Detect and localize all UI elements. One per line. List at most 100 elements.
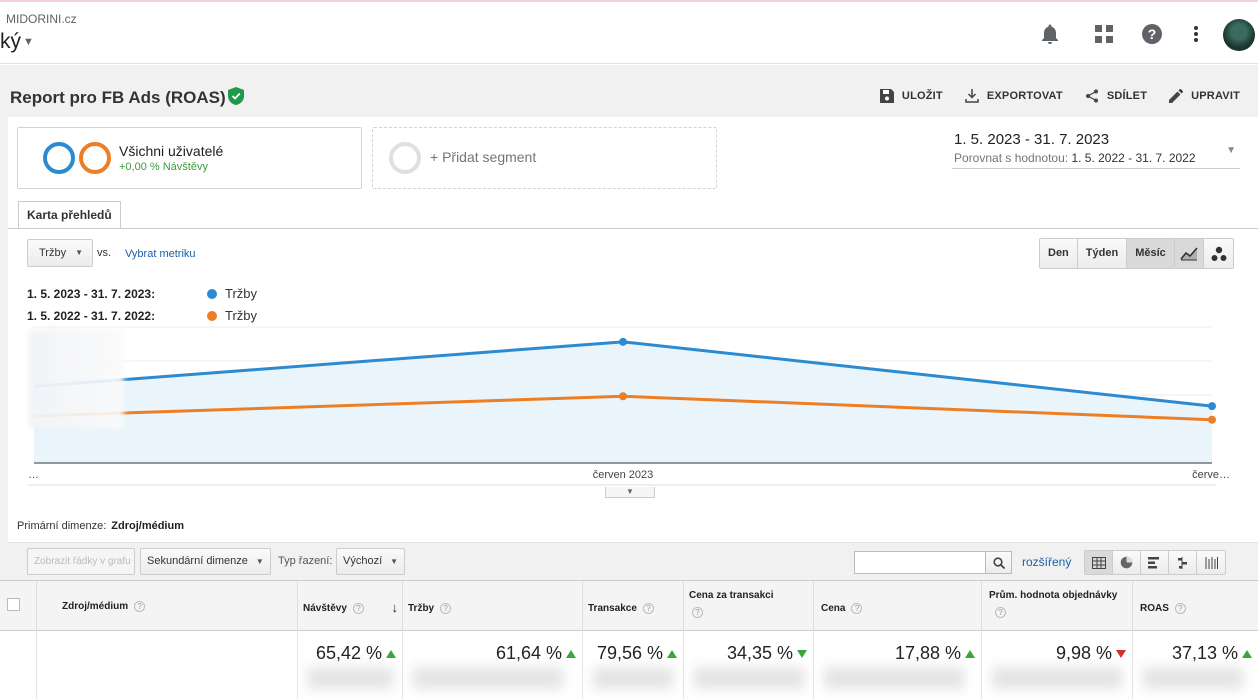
segment-circle-orange — [79, 142, 111, 174]
line-chart-icon[interactable] — [1175, 239, 1204, 268]
share-label: SDÍLET — [1106, 90, 1148, 102]
secondary-dimension-select[interactable]: Sekundární dimenze ▼ — [140, 548, 271, 575]
column-header-sessions[interactable]: Návštěvy? ↓ — [298, 581, 403, 631]
redacted-value — [694, 667, 804, 689]
help-icon[interactable]: ? — [851, 603, 863, 614]
x-tick-label-0: … — [28, 469, 39, 481]
select-all-cell — [0, 581, 37, 631]
chevron-down-icon: ▼ — [390, 557, 399, 566]
column-label: Návštěvy — [303, 603, 347, 615]
table-view-icon[interactable] — [1085, 551, 1113, 574]
bell-icon[interactable] — [1038, 22, 1062, 46]
redacted-value — [824, 667, 964, 689]
granularity-day[interactable]: Den — [1040, 239, 1078, 268]
sort-arrow-icon: ↓ — [391, 600, 399, 615]
metric-select[interactable]: Tržby ▼ — [27, 239, 93, 267]
report-panel: Všichni uživatelé +0,00 % Návštěvy + Při… — [0, 117, 1258, 699]
help-icon[interactable]: ? — [995, 607, 1006, 618]
legend-range-current: 1. 5. 2023 - 31. 7. 2023: — [27, 287, 156, 301]
help-icon[interactable]: ? — [352, 603, 364, 614]
column-header-cost[interactable]: Cena? — [814, 581, 982, 631]
share-button[interactable]: SDÍLET — [1085, 89, 1147, 103]
help-icon[interactable]: ? — [440, 603, 452, 614]
revenue-total-cell: 61,64 % — [403, 631, 583, 699]
date-range-picker[interactable]: 1. 5. 2023 - 31. 7. 2023 Porovnat s hodn… — [952, 131, 1240, 169]
trend-up-icon — [566, 649, 576, 658]
chevron-down-icon: ▼ — [75, 248, 83, 257]
column-header-avg-order-value[interactable]: Prům. hodnota objednávky ? — [982, 581, 1133, 631]
primary-dimension-label: Primární dimenze: — [17, 520, 107, 532]
revenue-total: 61,64 % — [495, 643, 562, 663]
segment-circle-empty — [389, 142, 421, 174]
granularity-month[interactable]: Měsíc — [1127, 239, 1174, 268]
help-icon[interactable]: ? — [1174, 603, 1186, 614]
column-header-transactions[interactable]: Transakce? — [583, 581, 684, 631]
series-point-1-2 — [1208, 415, 1216, 424]
chevron-down-icon: ▼ — [255, 557, 264, 566]
transactions-total-cell: 79,56 % — [583, 631, 684, 699]
help-icon[interactable]: ? — [134, 601, 146, 612]
add-segment-button[interactable]: + Přidat segment — [372, 127, 717, 189]
compare-value: 1. 5. 2022 - 31. 7. 2022 — [1071, 151, 1196, 165]
comparison-view-icon[interactable] — [1169, 551, 1197, 574]
trend-up-icon — [386, 649, 396, 658]
trend-down-bad-icon — [1116, 649, 1126, 658]
sort-type-select[interactable]: Výchozí ▼ — [336, 548, 406, 575]
redacted-value — [1143, 667, 1243, 689]
motion-chart-icon[interactable] — [1204, 239, 1233, 268]
compare-label: Porovnat s hodnotou: — [954, 151, 1069, 165]
granularity-week[interactable]: Týden — [1077, 239, 1128, 268]
bar-view-icon[interactable] — [1141, 551, 1169, 574]
download-icon — [965, 89, 979, 103]
view-selector[interactable]: ký ▼ — [0, 30, 34, 54]
segment-name: Všichni uživatelé — [119, 143, 224, 159]
sort-type-value: Výchozí — [343, 555, 383, 567]
select-all-checkbox[interactable] — [7, 598, 20, 611]
avg-order-value-total-cell: 9,98 % — [982, 631, 1133, 699]
table-header: Zdroj/médium? Návštěvy? ↓ Tržby? Transak… — [0, 580, 1258, 631]
series-point-1-1 — [619, 392, 627, 401]
add-segment-label: + Přidat segment — [430, 149, 537, 165]
help-icon[interactable]: ? — [642, 603, 654, 614]
more-vert-icon[interactable] — [1184, 22, 1208, 46]
help-icon[interactable]: ? — [1140, 22, 1164, 46]
redacted-value — [992, 667, 1122, 689]
legend-label-current: Tržby — [225, 286, 258, 301]
source-medium-cell — [37, 631, 298, 699]
edit-button[interactable]: UPRAVIT — [1169, 89, 1240, 103]
save-button[interactable]: ULOŽIT — [879, 89, 943, 103]
date-range-main: 1. 5. 2023 - 31. 7. 2023 — [954, 131, 1110, 148]
advanced-filter-link[interactable]: rozšířený — [1022, 555, 1072, 569]
export-button[interactable]: EXPORTOVAT — [965, 89, 1063, 103]
chart-type-toggle — [1174, 238, 1234, 269]
top-bar: MIDORINI.cz ký ▼ ? — [0, 0, 1258, 64]
segment-stat: +0,00 % Návštěvy — [119, 161, 208, 173]
pivot-view-icon[interactable] — [1197, 551, 1225, 574]
help-icon[interactable]: ? — [692, 607, 703, 618]
tab-overview[interactable]: Karta přehledů — [18, 201, 121, 229]
date-range-compare: Porovnat s hodnotou: 1. 5. 2022 - 31. 7.… — [954, 151, 1196, 165]
search-icon[interactable] — [985, 552, 1011, 573]
series-point-0-2 — [1208, 402, 1216, 411]
show-rows-button[interactable]: Zobrazit řádky v grafu — [27, 548, 135, 575]
table-search-input[interactable] — [854, 551, 1012, 574]
vs-label: vs. — [97, 247, 112, 259]
report-content: Report pro FB Ads (ROAS) ULOŽIT EXPORTOV… — [0, 65, 1258, 699]
pick-metric-link[interactable]: Vybrat metriku — [125, 248, 196, 260]
column-header-source-medium[interactable]: Zdroj/médium? — [37, 581, 298, 631]
avatar[interactable] — [1223, 19, 1255, 51]
column-label: ROAS — [1140, 603, 1169, 615]
export-label: EXPORTOVAT — [986, 90, 1063, 102]
pie-view-icon[interactable] — [1113, 551, 1141, 574]
column-header-revenue[interactable]: Tržby? — [403, 581, 583, 631]
sessions-total-cell: 65,42 % — [298, 631, 403, 699]
share-icon — [1085, 89, 1098, 103]
segment-circle-blue — [43, 142, 75, 174]
column-header-cost-per-transaction[interactable]: Cena za transakci ? — [684, 581, 814, 631]
column-header-roas[interactable]: ROAS? — [1133, 581, 1258, 631]
segment-all-users[interactable]: Všichni uživatelé +0,00 % Návštěvy — [17, 127, 362, 189]
apps-grid-icon[interactable] — [1092, 22, 1116, 46]
primary-dimension-value[interactable]: Zdroj/médium — [111, 520, 184, 532]
chart-expand-toggle[interactable]: ▼ — [605, 487, 655, 498]
svg-text:?: ? — [1148, 26, 1157, 42]
